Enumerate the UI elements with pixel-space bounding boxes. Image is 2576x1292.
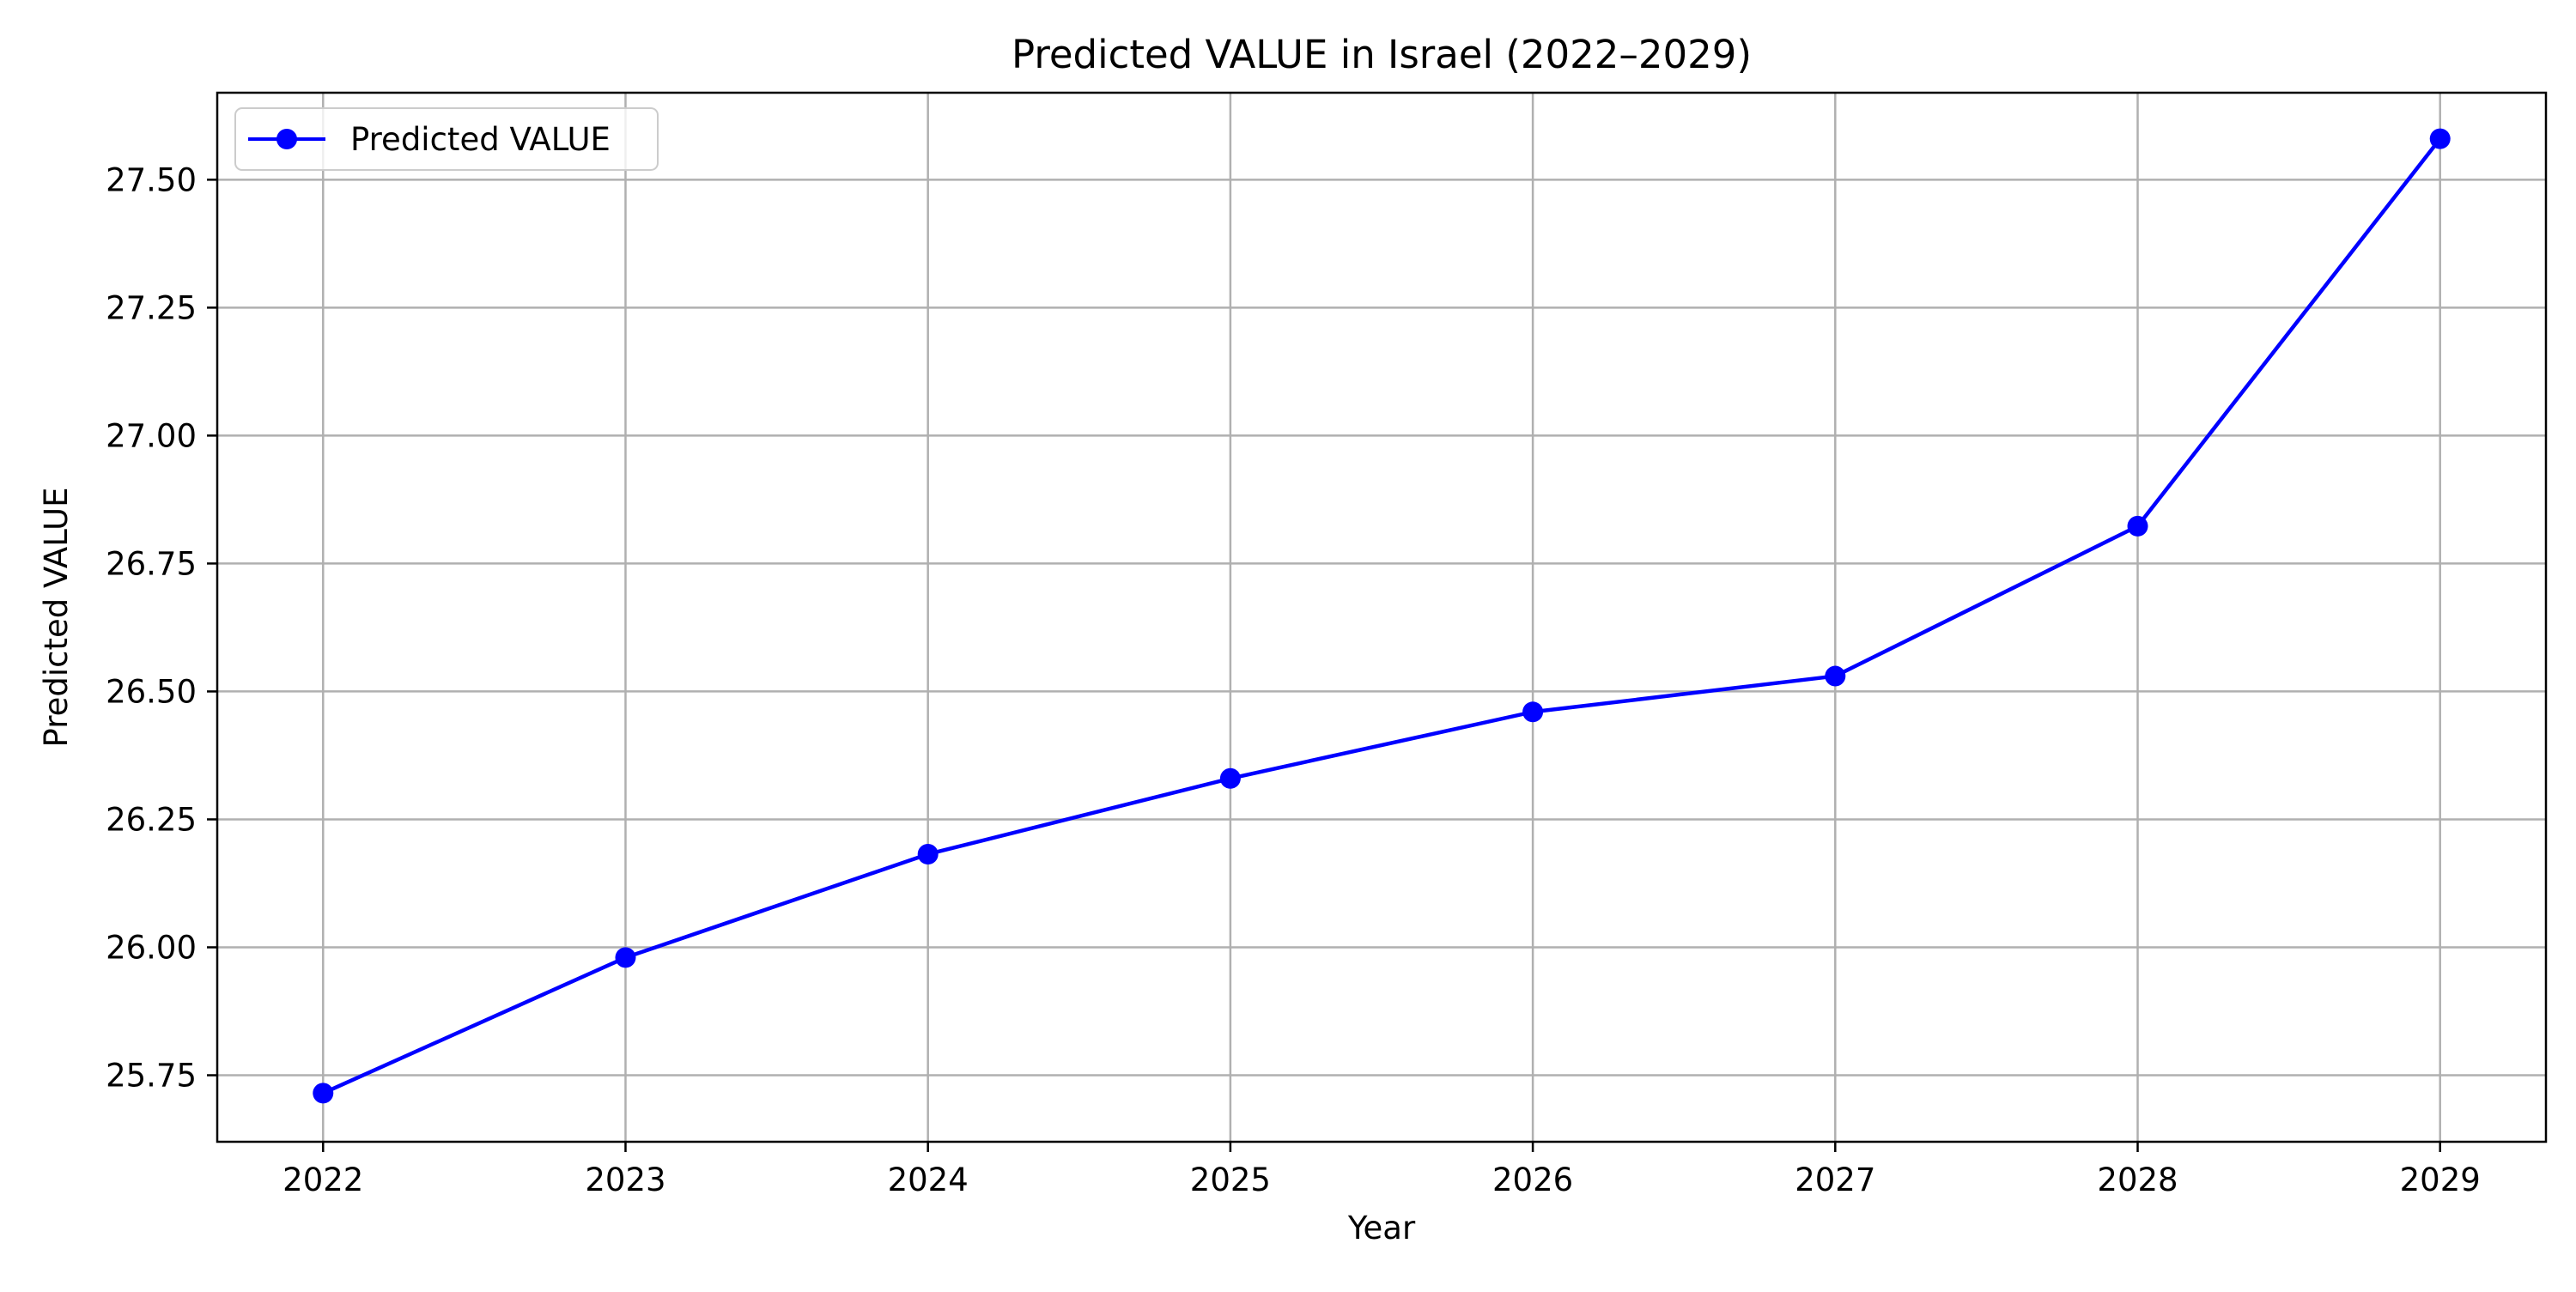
data-point-2025	[1219, 767, 1241, 789]
data-point-2027	[1825, 665, 1846, 687]
y-tick-label: 26.75	[106, 545, 197, 582]
legend: Predicted VALUE	[234, 107, 659, 171]
x-tick-label: 2029	[2400, 1162, 2481, 1198]
chart-title: Predicted VALUE in Israel (2022–2029)	[1012, 32, 1752, 77]
data-point-2026	[1522, 701, 1544, 723]
grid-lines	[217, 93, 2546, 1142]
y-axis-label: Predicted VALUE	[38, 488, 75, 748]
plot-area-frame	[216, 91, 2548, 1143]
x-tick-label: 2025	[1190, 1162, 1271, 1198]
series-layer	[313, 128, 2451, 1104]
x-axis-ticks: 2022 2023 2024 2025 2026 2027 2028 2029	[283, 1142, 2481, 1198]
data-point-2022	[313, 1083, 334, 1104]
y-tick-label: 26.00	[106, 929, 197, 966]
data-point-2028	[2127, 515, 2148, 537]
data-point-2023	[615, 947, 636, 968]
x-tick-label: 2024	[888, 1162, 969, 1198]
data-point-2029	[2429, 128, 2451, 149]
x-tick-label: 2022	[283, 1162, 363, 1198]
data-point-2024	[917, 843, 939, 864]
legend-box	[234, 107, 659, 171]
legend-label: Predicted VALUE	[350, 121, 611, 158]
legend-marker-swatch	[276, 129, 297, 149]
y-tick-label: 27.50	[106, 161, 197, 198]
x-tick-label: 2028	[2097, 1162, 2178, 1198]
y-tick-label: 26.50	[106, 673, 197, 710]
y-tick-label: 25.75	[106, 1058, 197, 1095]
x-tick-label: 2026	[1492, 1162, 1573, 1198]
y-axis-ticks: 25.75 26.00 26.25 26.50 26.75 27.00 27.25 27.50	[106, 161, 217, 1095]
x-tick-label: 2023	[585, 1162, 665, 1198]
y-tick-label: 26.25	[106, 801, 197, 838]
x-axis-label: Year	[1347, 1210, 1416, 1247]
series-line-0	[322, 137, 2442, 1095]
x-tick-label: 2027	[1795, 1162, 1875, 1198]
y-tick-label: 27.25	[106, 289, 197, 326]
y-tick-label: 27.00	[106, 417, 197, 454]
